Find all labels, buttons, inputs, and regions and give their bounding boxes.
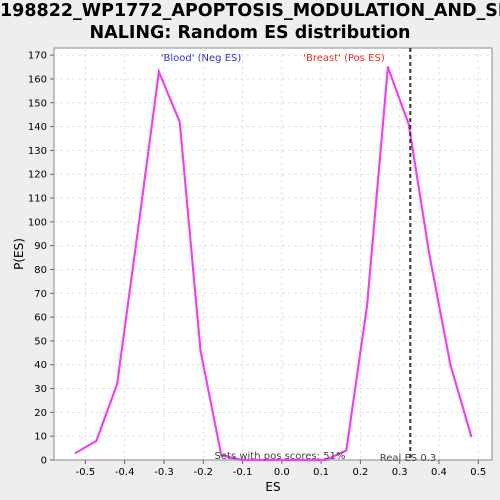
y-tick-label: 140: [28, 122, 47, 133]
y-tick-label: 120: [28, 170, 47, 181]
real-es-label: Real ES 0.3: [380, 453, 436, 464]
x-tick-label: -0.5: [76, 467, 96, 478]
y-tick-label: 80: [34, 265, 47, 276]
y-tick-label: 150: [28, 98, 47, 109]
x-tick-label: 0.2: [352, 467, 368, 478]
y-tick-label: 170: [28, 51, 47, 62]
data-point: [157, 70, 160, 73]
axis-ticks: 0 10 20 30 40 50 60 70 80 90 100 110 120 130 140 150 160…: [28, 51, 486, 478]
data-point: [407, 123, 410, 126]
chart-title: 198822_WP1772_APOPTOSIS_MODULATION_AND_S…: [0, 0, 500, 44]
pos-es-label: 'Breast' (Pos ES): [303, 53, 385, 64]
y-tick-label: 20: [34, 408, 47, 419]
data-point: [345, 449, 348, 452]
x-tick-label: -0.1: [233, 467, 253, 478]
y-tick-label: 50: [34, 336, 47, 347]
chart-title-line-1: 198822_WP1772_APOPTOSIS_MODULATION_AND_S…: [0, 1, 500, 21]
y-tick-label: 60: [34, 313, 47, 324]
y-axis-label: P(ES): [12, 238, 26, 270]
y-tick-label: 100: [28, 217, 47, 228]
grid: [54, 48, 492, 460]
data-point: [95, 439, 98, 443]
annotation-layer: 'Blood' (Neg ES) 'Breast' (Pos ES) Sets …: [161, 53, 437, 464]
y-tick-label: 90: [34, 241, 47, 252]
y-tick-label: 70: [34, 289, 47, 300]
data-point: [470, 435, 473, 438]
y-tick-label: 110: [28, 194, 47, 205]
x-tick-label: -0.2: [194, 467, 214, 478]
x-tick-label: 0.1: [313, 467, 329, 478]
x-axis-label: ES: [265, 480, 280, 494]
plot-area: [53, 47, 493, 461]
data-point: [449, 363, 452, 366]
data-point: [199, 349, 202, 352]
y-tick-label: 160: [28, 74, 47, 85]
data-point: [386, 65, 390, 69]
x-tick-label: 0.3: [392, 467, 408, 478]
data-point: [241, 458, 244, 462]
pos-scores-text: Sets with pos scores: 51%: [215, 451, 346, 462]
data-point: [428, 254, 431, 257]
y-tick-label: 10: [34, 432, 47, 443]
data-point: [324, 458, 327, 462]
chart-title-line-2: NALING: Random ES distribution: [89, 23, 411, 43]
es-distribution-line: [75, 66, 473, 462]
y-tick-label: 40: [34, 360, 47, 371]
data-point: [261, 458, 265, 462]
data-point: [365, 304, 369, 307]
data-point: [303, 458, 306, 462]
data-point: [116, 382, 119, 385]
x-tick-label: 0.4: [431, 467, 447, 478]
y-tick-label: 0: [41, 456, 47, 467]
x-tick-label: -0.4: [115, 467, 135, 478]
data-point: [282, 458, 285, 462]
data-point: [136, 227, 140, 231]
x-tick-label: -0.3: [154, 467, 174, 478]
data-point: [74, 451, 77, 454]
data-point: [178, 120, 181, 123]
data-point: [220, 454, 223, 457]
x-tick-label: 0.0: [274, 467, 290, 478]
y-tick-label: 130: [28, 146, 47, 157]
series-layer: [74, 48, 473, 462]
neg-es-label: 'Blood' (Neg ES): [161, 53, 242, 64]
y-tick-label: 30: [34, 384, 47, 395]
x-tick-label: 0.5: [470, 467, 486, 478]
